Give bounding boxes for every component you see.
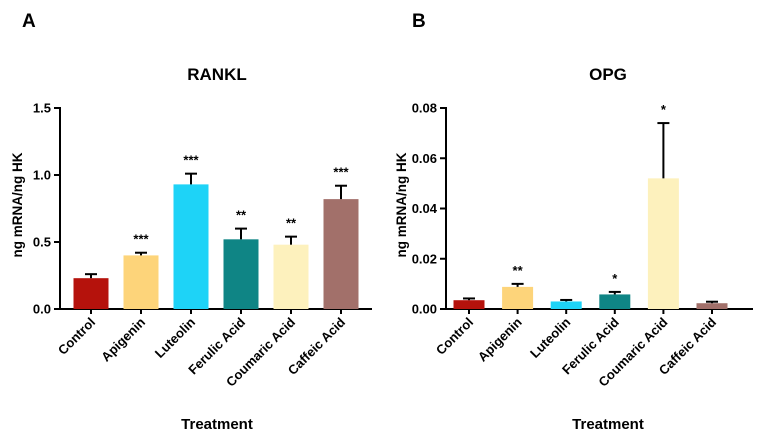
bar-b-4 <box>647 178 679 309</box>
panel-a: A RANKL ng mRNA/ng HK Treatment 0.0 0.5 1.… <box>10 11 372 433</box>
category-label-a-1: Apigenin <box>98 314 148 364</box>
category-label-b-0: Control <box>433 315 476 358</box>
panel-b: B OPG ng mRNA/ng HK Treatment 0.00 0.02 0.… <box>394 11 753 433</box>
bar-b-3 <box>599 294 631 309</box>
significance-label-a-1: *** <box>133 232 149 247</box>
significance-label-a-3: ** <box>236 208 247 223</box>
y-tick-label-b-2: 0.04 <box>412 201 438 216</box>
significance-label-b-3: * <box>612 271 618 286</box>
significance-label-b-1: ** <box>513 263 524 278</box>
significance-label-b-4: * <box>661 102 667 117</box>
bar-b-0 <box>453 300 485 309</box>
bar-b-2 <box>550 301 582 309</box>
x-axis-label-a: Treatment <box>181 416 253 433</box>
y-tick-label-b-0: 0.00 <box>412 302 437 317</box>
y-tick-label-a-0: 0.0 <box>33 302 51 317</box>
category-label-a-0: Control <box>55 315 98 358</box>
bar-a-0 <box>73 278 109 309</box>
bar-a-5 <box>323 199 359 309</box>
panel-letter-a: A <box>22 11 36 32</box>
bar-a-1 <box>123 255 159 309</box>
bar-b-5 <box>696 303 728 309</box>
y-tick-label-a-2: 1.0 <box>33 168 51 183</box>
y-axis-label-b: ng mRNA/ng HK <box>394 152 409 257</box>
bar-a-3 <box>223 239 259 309</box>
y-tick-label-b-1: 0.02 <box>412 251 437 266</box>
chart-title-b: OPG <box>589 65 627 84</box>
y-tick-label-a-3: 1.5 <box>33 101 51 116</box>
y-tick-label-a-1: 0.5 <box>33 235 51 250</box>
category-label-b-2: Luteolin <box>527 314 573 360</box>
x-axis-label-b: Treatment <box>572 416 644 433</box>
category-label-a-2: Luteolin <box>152 314 198 360</box>
y-axis-label-a: ng mRNA/ng HK <box>10 152 25 257</box>
y-tick-label-b-3: 0.06 <box>412 151 437 166</box>
significance-label-a-2: *** <box>183 153 199 168</box>
chart-title-a: RANKL <box>187 65 247 84</box>
significance-label-a-4: ** <box>286 216 297 231</box>
panel-letter-b: B <box>412 11 426 32</box>
bar-a-4 <box>273 244 309 309</box>
marks-a: 0.0 0.5 1.0 1.5 Control *** Apigenin *** Luteoli… <box>33 101 372 390</box>
bar-b-1 <box>502 286 534 309</box>
y-tick-label-b-4: 0.08 <box>412 101 437 116</box>
bar-a-2 <box>173 184 209 309</box>
significance-label-a-5: *** <box>333 165 349 180</box>
category-label-b-1: Apigenin <box>475 314 525 364</box>
